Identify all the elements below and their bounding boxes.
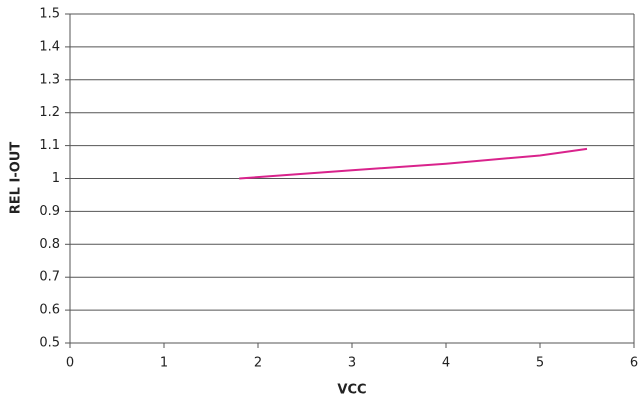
y-tick-label: 0.5 [39,336,60,351]
x-tick-label: 4 [442,356,450,371]
y-tick-label: 0.7 [39,270,60,285]
y-tick-label: 0.8 [39,237,60,252]
y-tick-label: 1.4 [39,39,60,54]
y-tick-label: 0.6 [39,303,60,318]
y-tick-label: 0.9 [39,204,60,219]
data-line [239,147,588,180]
x-axis-title: VCC [337,383,366,398]
x-tick-label: 5 [536,356,544,371]
y-tick-label: 1.2 [39,105,60,120]
x-tick-label: 2 [254,356,262,371]
x-tick-label: 0 [66,356,74,371]
y-tick-label: 1 [52,171,60,186]
y-tick-label: 1.5 [39,7,60,22]
x-tick-label: 1 [160,356,168,371]
x-tick-label: 6 [630,356,638,371]
y-axis-title: REL I-OUT [9,142,24,215]
x-tick-label: 3 [348,356,356,371]
y-tick-label: 1.1 [39,138,60,153]
y-tick-label: 1.3 [39,72,60,87]
